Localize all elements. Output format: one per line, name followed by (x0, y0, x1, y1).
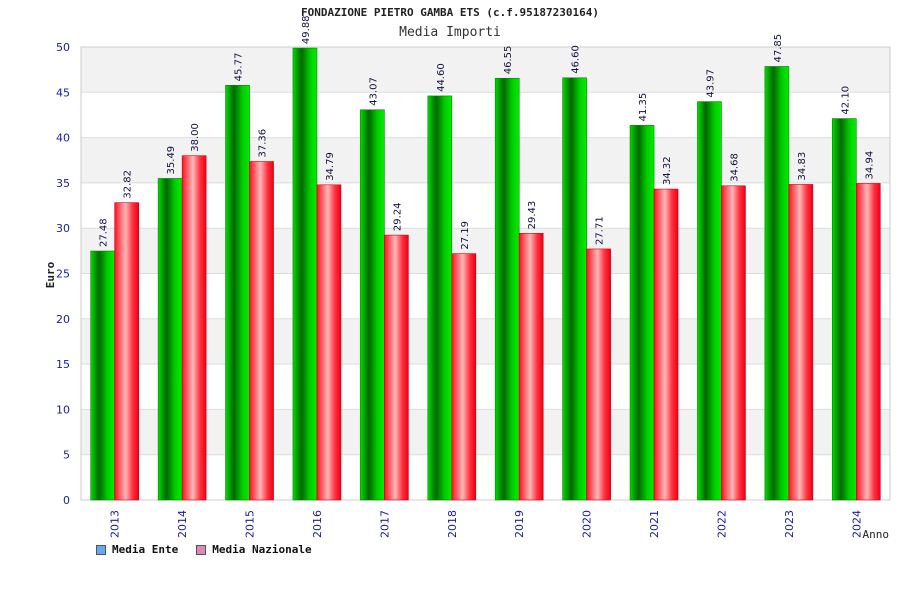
data-label: 47.85 (773, 34, 784, 63)
data-label: 41.35 (638, 93, 649, 122)
data-label: 32.82 (123, 170, 134, 199)
legend-swatch (196, 544, 207, 555)
data-label: 37.36 (258, 129, 269, 158)
x-axis-label: Anno (863, 528, 890, 541)
legend-label: Media Nazionale (212, 543, 312, 556)
y-axis-label: Euro (44, 261, 57, 288)
bar-media-ente-2018 (427, 95, 453, 501)
x-tick-label: 2014 (176, 510, 189, 538)
bar-media-nazionale-2022 (721, 185, 746, 501)
data-label: 34.83 (797, 152, 808, 181)
legend-item-media-ente: Media Ente (96, 543, 178, 556)
data-label: 34.79 (325, 152, 336, 181)
grid-band (81, 47, 890, 93)
bar-media-ente-2014 (157, 178, 183, 501)
chart-title: FONDAZIONE PIETRO GAMBA ETS (c.f.9518723… (300, 6, 599, 19)
plot-area-border (80, 46, 891, 501)
bar-media-nazionale-2021 (653, 188, 679, 501)
bar-media-ente-2016 (292, 47, 318, 501)
x-tick-label: 2015 (244, 510, 257, 538)
data-label: 49.88 (301, 15, 312, 44)
bar-media-nazionale-2017 (384, 234, 409, 501)
bar-media-ente-2015 (225, 85, 250, 501)
x-tick-label: 2013 (109, 510, 122, 538)
bar-media-ente-2013 (90, 250, 116, 501)
data-label: 27.71 (595, 216, 606, 245)
grid-band (81, 228, 890, 274)
x-tick-label: 2016 (311, 510, 324, 538)
bar-media-ente-2021 (629, 125, 655, 501)
x-tick-label: 2023 (783, 510, 796, 538)
bar-media-nazionale-2019 (518, 233, 544, 501)
legend-label: Media Ente (112, 543, 179, 556)
x-tick-label: 2020 (581, 510, 594, 538)
bar-media-ente-2023 (764, 66, 790, 501)
data-label: 35.49 (166, 146, 177, 175)
bar-media-nazionale-2020 (586, 248, 611, 501)
y-tick-label: 25 (56, 268, 70, 281)
y-tick-label: 45 (56, 86, 70, 99)
y-tick-label: 0 (63, 494, 70, 507)
grid-band (81, 409, 890, 455)
y-tick-label: 30 (56, 222, 70, 235)
data-label: 38.00 (190, 123, 201, 152)
bar-media-ente-2019 (494, 77, 520, 501)
chart-legend: Media Ente Media Nazionale (96, 543, 312, 556)
y-tick-label: 5 (63, 449, 70, 462)
y-tick-label: 20 (56, 313, 70, 326)
y-tick-label: 50 (56, 41, 70, 54)
bar-media-ente-2017 (360, 109, 385, 501)
y-tick-label: 35 (56, 177, 70, 190)
legend-swatch (96, 544, 106, 555)
data-label: 29.24 (392, 202, 403, 231)
y-tick-label: 40 (56, 132, 70, 145)
data-label: 27.19 (460, 221, 471, 250)
data-label: 46.55 (503, 46, 514, 75)
data-label: 44.60 (436, 63, 447, 92)
bar-media-nazionale-2023 (788, 184, 814, 501)
data-label: 34.32 (662, 156, 673, 185)
bar-media-ente-2020 (562, 77, 587, 501)
bar-media-nazionale-2014 (181, 155, 207, 501)
x-tick-label: 2017 (378, 510, 391, 538)
data-label: 34.94 (864, 151, 875, 180)
data-label: 27.48 (99, 218, 110, 247)
data-label: 29.43 (527, 201, 538, 230)
bar-media-nazionale-2024 (855, 183, 881, 501)
x-tick-label: 2019 (513, 510, 526, 538)
grid-band (81, 137, 890, 183)
bar-media-nazionale-2018 (451, 253, 477, 501)
x-tick-label: 2022 (715, 510, 728, 538)
data-label: 45.77 (234, 53, 245, 82)
data-label: 46.60 (571, 45, 582, 74)
x-tick-label: 2021 (648, 510, 661, 538)
data-label: 42.10 (840, 86, 851, 115)
data-label: 34.68 (729, 153, 740, 182)
bar-media-nazionale-2013 (114, 202, 140, 501)
legend-item-media-nazionale: Media Nazionale (196, 543, 312, 556)
bar-media-ente-2024 (831, 118, 857, 501)
bar-media-nazionale-2015 (249, 161, 274, 501)
bar-media-ente-2022 (697, 101, 722, 501)
y-tick-label: 10 (56, 403, 70, 416)
chart-subtitle: Media Importi (399, 25, 501, 40)
data-label: 43.97 (705, 69, 716, 98)
grid-band (81, 318, 890, 365)
x-tick-label: 2024 (850, 510, 863, 538)
bar-media-nazionale-2016 (316, 184, 342, 501)
y-tick-label: 15 (56, 358, 70, 371)
data-label: 43.07 (368, 77, 379, 106)
x-tick-label: 2018 (446, 510, 459, 538)
